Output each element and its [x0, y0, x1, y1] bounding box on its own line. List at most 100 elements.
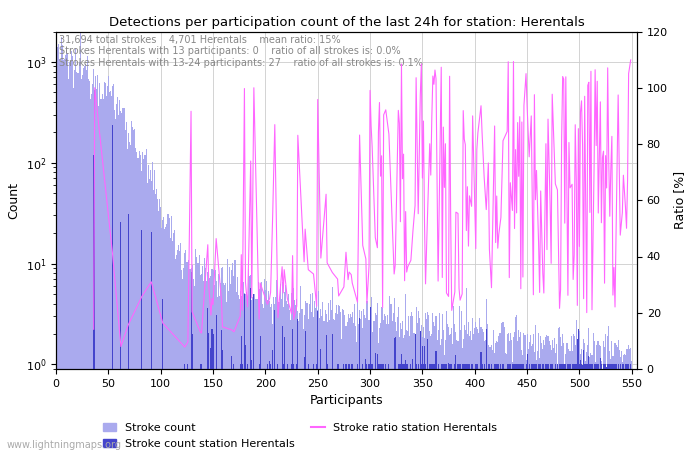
Bar — [65, 55, 66, 450]
Bar — [407, 364, 408, 450]
Bar — [622, 362, 623, 450]
Bar — [351, 364, 353, 450]
Bar — [558, 328, 559, 450]
Bar — [248, 269, 249, 450]
Bar — [585, 364, 586, 450]
Bar — [292, 289, 293, 450]
Bar — [223, 283, 224, 450]
Bar — [154, 170, 155, 450]
Bar — [418, 364, 419, 450]
Bar — [359, 318, 360, 450]
Bar — [433, 322, 435, 450]
Bar — [361, 311, 362, 450]
Bar — [530, 335, 531, 450]
Bar — [439, 313, 440, 450]
Bar — [332, 334, 333, 450]
Bar — [518, 364, 519, 450]
Bar — [329, 320, 330, 450]
Bar — [528, 364, 530, 450]
Bar — [293, 288, 294, 450]
Bar — [528, 342, 530, 450]
Bar — [601, 364, 602, 450]
Bar — [466, 364, 467, 450]
Bar — [496, 341, 497, 450]
Bar — [566, 343, 568, 450]
Bar — [579, 331, 580, 450]
Bar — [576, 320, 577, 450]
Bar — [370, 364, 372, 450]
Bar — [379, 328, 380, 450]
Bar — [317, 310, 318, 450]
Bar — [355, 326, 356, 450]
Bar — [337, 364, 338, 450]
Bar — [179, 251, 180, 450]
Bar — [247, 298, 248, 450]
Bar — [272, 351, 273, 450]
Bar — [284, 292, 285, 450]
Bar — [533, 334, 534, 450]
Bar — [410, 364, 412, 450]
Bar — [435, 351, 437, 450]
Bar — [127, 214, 129, 450]
Bar — [162, 220, 163, 450]
Bar — [537, 351, 538, 450]
Bar — [473, 334, 474, 450]
Bar — [196, 257, 197, 450]
Bar — [590, 364, 592, 450]
Bar — [265, 291, 266, 450]
Bar — [448, 327, 449, 450]
Bar — [511, 341, 512, 450]
Bar — [204, 258, 205, 450]
Bar — [404, 335, 405, 450]
Bar — [534, 364, 535, 450]
Bar — [442, 364, 443, 450]
Bar — [611, 364, 612, 450]
Bar — [604, 346, 605, 450]
Bar — [489, 347, 490, 450]
Bar — [401, 329, 402, 450]
Bar — [397, 317, 398, 450]
Bar — [266, 281, 267, 450]
Bar — [543, 340, 545, 450]
Bar — [588, 356, 589, 450]
Bar — [497, 342, 498, 450]
Bar — [222, 267, 223, 450]
Bar — [241, 364, 243, 450]
Bar — [160, 207, 161, 450]
Bar — [590, 353, 592, 450]
Bar — [589, 364, 590, 450]
Bar — [316, 364, 317, 450]
Bar — [615, 364, 617, 450]
Bar — [106, 96, 107, 450]
Bar — [382, 308, 383, 450]
Bar — [503, 327, 505, 450]
Bar — [337, 315, 338, 450]
Bar — [515, 364, 516, 450]
Bar — [545, 337, 547, 450]
Bar — [533, 364, 534, 450]
Bar — [509, 342, 510, 450]
Bar — [69, 62, 70, 450]
Bar — [463, 325, 465, 450]
Bar — [313, 364, 314, 450]
Bar — [609, 351, 610, 450]
Bar — [272, 324, 273, 450]
Bar — [291, 364, 292, 450]
Bar — [120, 112, 121, 450]
Bar — [169, 238, 171, 450]
Bar — [359, 310, 360, 450]
Bar — [186, 262, 188, 450]
Bar — [321, 316, 323, 450]
Bar — [377, 354, 378, 450]
Bar — [383, 320, 384, 450]
Bar — [609, 364, 610, 450]
Bar — [269, 301, 270, 450]
Bar — [132, 127, 133, 450]
Bar — [467, 364, 468, 450]
Bar — [517, 364, 518, 450]
Bar — [621, 351, 622, 450]
Bar — [610, 364, 611, 450]
Bar — [218, 274, 219, 450]
Bar — [629, 349, 630, 450]
Bar — [283, 364, 284, 450]
